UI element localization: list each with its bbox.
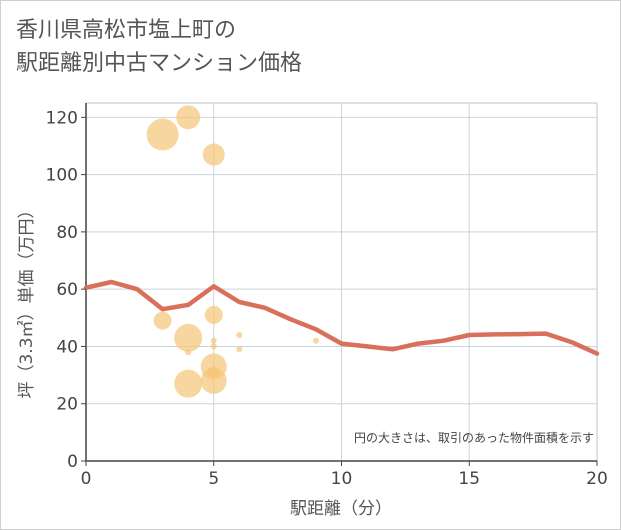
bubble-point [210, 343, 217, 350]
x-tick-label: 20 [586, 469, 608, 489]
x-tick-label: 10 [331, 469, 353, 489]
x-axis-label: 駅距離（分） [290, 499, 392, 519]
bubble-point [202, 143, 225, 166]
bubble-point [174, 369, 203, 398]
bubble-point [153, 311, 172, 330]
bubble-size-note: 円の大きさは、取引のあった物件面積を示す [354, 430, 594, 445]
bubble-point [185, 349, 192, 356]
y-tick-label: 80 [56, 223, 78, 243]
x-tick-label: 0 [81, 469, 92, 489]
x-tick-label: 5 [208, 469, 219, 489]
chart-title-line1: 香川県高松市塩上町の [16, 18, 237, 43]
y-tick-label: 120 [46, 108, 78, 128]
y-axis-label: 坪（3.3㎡）単価（万円） [17, 201, 37, 398]
axis-ticks: 0 20 40 60 80 100 120 0 5 10 15 20 [46, 108, 608, 489]
bubble-point [312, 337, 319, 344]
bubble-point [204, 305, 223, 324]
y-tick-label: 0 [67, 452, 78, 472]
chart-title: 香川県高松市塩上町の 駅距離別中古マンション価格 [16, 14, 302, 80]
bubble-point [174, 323, 203, 352]
chart-title-line2: 駅距離別中古マンション価格 [16, 51, 303, 76]
average-line-series [83, 279, 600, 356]
bubble-point [176, 105, 201, 130]
y-tick-label: 20 [56, 395, 78, 415]
y-tick-label: 40 [56, 337, 78, 357]
y-tick-label: 100 [46, 166, 78, 186]
average-price-line [83, 279, 600, 356]
x-tick-label: 15 [458, 469, 480, 489]
bubble-point [210, 337, 217, 344]
bubble-series [146, 105, 319, 398]
bubble-point [236, 346, 243, 353]
y-tick-label: 60 [56, 280, 78, 300]
bubble-point [200, 367, 227, 394]
bubble-point [236, 331, 243, 338]
bubble-point [146, 118, 179, 151]
